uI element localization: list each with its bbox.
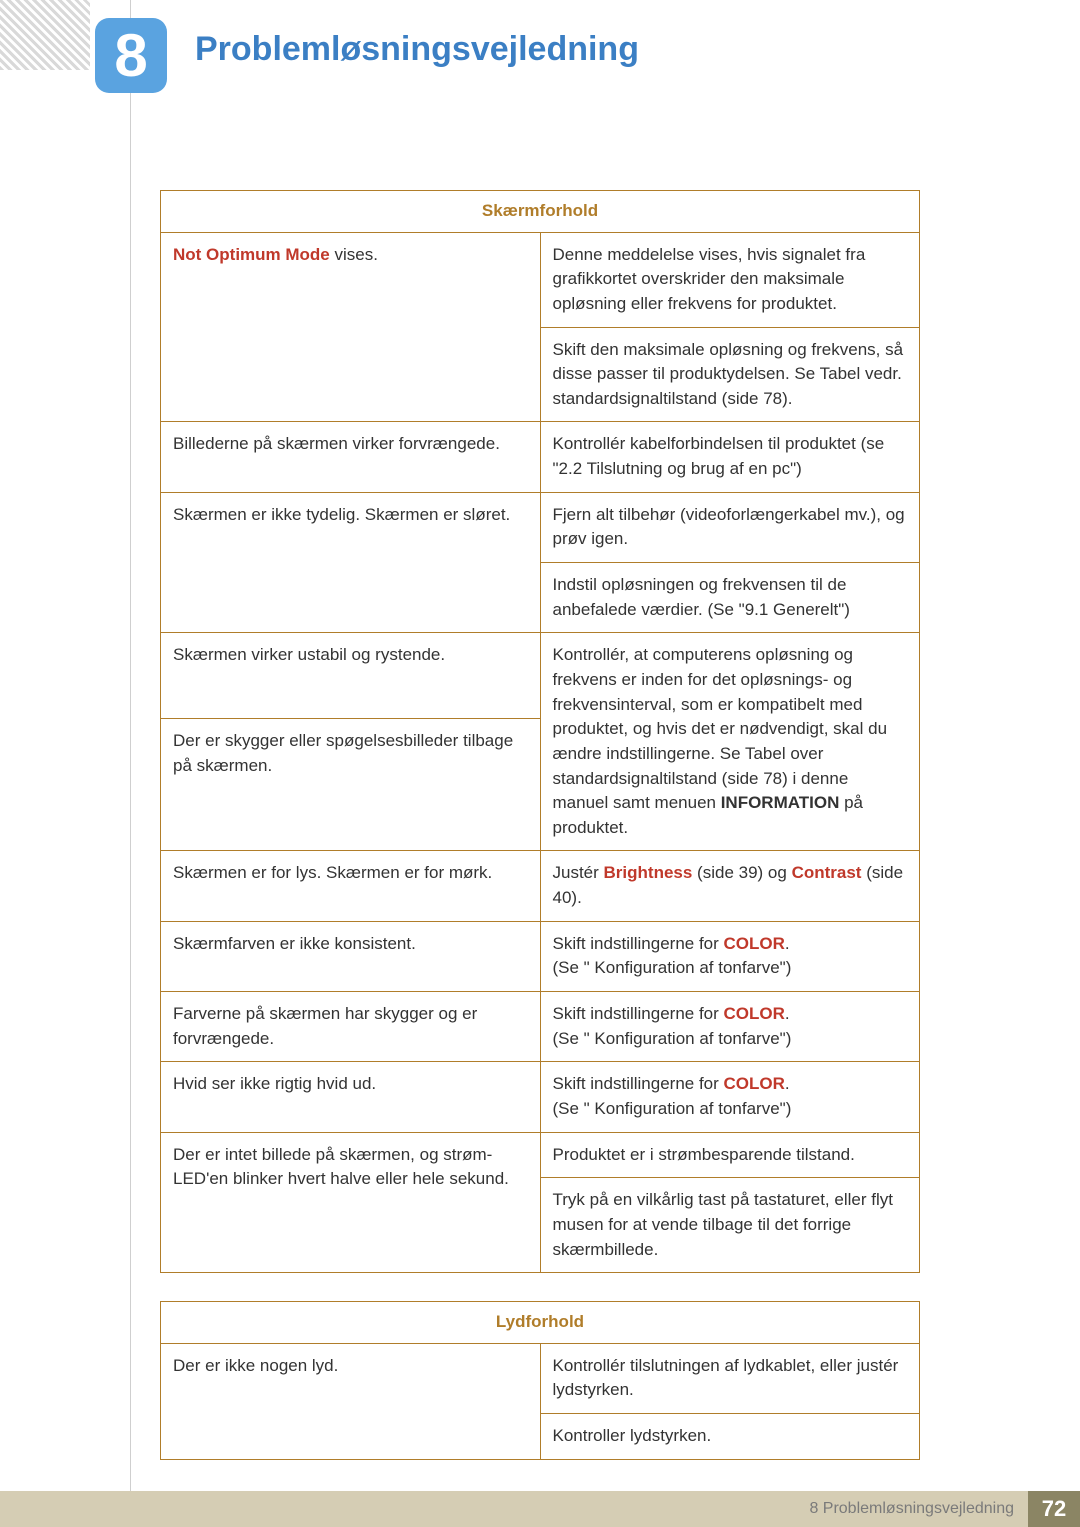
- table-cell-solution: Denne meddelelse vises, hvis signalet fr…: [540, 232, 920, 327]
- table-cell-problem: Skærmen er ikke tydelig. Skærmen er slør…: [161, 492, 541, 633]
- table-cell-solution: Kontrollér tilslutningen af lydkablet, e…: [540, 1343, 920, 1413]
- table-cell-solution: Produktet er i strømbesparende tilstand.: [540, 1132, 920, 1178]
- page-content: SkærmforholdNot Optimum Mode vises.Denne…: [160, 190, 920, 1488]
- table-cell-solution: Kontrollér kabelforbindelsen til produkt…: [540, 422, 920, 492]
- table-cell-solution: Justér Brightness (side 39) og Contrast …: [540, 851, 920, 921]
- table-cell-solution: Indstil opløsningen og frekvensen til de…: [540, 563, 920, 633]
- troubleshooting-table-screen: SkærmforholdNot Optimum Mode vises.Denne…: [160, 190, 920, 1273]
- table-cell-problem: Skærmfarven er ikke konsistent.: [161, 921, 541, 991]
- table-cell-problem: Farverne på skærmen har skygger og er fo…: [161, 992, 541, 1062]
- table-row: Farverne på skærmen har skygger og er fo…: [161, 992, 920, 1062]
- table-row: Skærmen virker ustabil og rystende.Kontr…: [161, 633, 920, 719]
- table-cell-problem: Skærmen virker ustabil og rystende.: [161, 633, 541, 719]
- table-cell-solution: Skift indstillingerne for COLOR.(Se " Ko…: [540, 921, 920, 991]
- footer-page-number: 72: [1028, 1491, 1080, 1527]
- chapter-title: Problemløsningsvejledning: [195, 30, 639, 69]
- table-row: Skærmen er for lys. Skærmen er for mørk.…: [161, 851, 920, 921]
- table-cell-solution: Kontroller lydstyrken.: [540, 1414, 920, 1460]
- table-row: Der er ikke nogen lyd.Kontrollér tilslut…: [161, 1343, 920, 1413]
- table-row: Der er intet billede på skærmen, og strø…: [161, 1132, 920, 1178]
- table-cell-problem: Hvid ser ikke rigtig hvid ud.: [161, 1062, 541, 1132]
- troubleshooting-table-sound: LydforholdDer er ikke nogen lyd.Kontroll…: [160, 1301, 920, 1460]
- table-row: Skærmen er ikke tydelig. Skærmen er slør…: [161, 492, 920, 562]
- left-rule: [130, 0, 131, 1491]
- table-cell-problem: Der er ikke nogen lyd.: [161, 1343, 541, 1459]
- page-footer: 8 Problemløsningsvejledning 72: [0, 1491, 1080, 1527]
- table-cell-solution: Skift indstillingerne for COLOR.(Se " Ko…: [540, 1062, 920, 1132]
- table-cell-problem: Der er skygger eller spøgelsesbilleder t…: [161, 719, 541, 851]
- chapter-number-badge: 8: [95, 18, 167, 93]
- table-header: Lydforhold: [161, 1302, 920, 1344]
- table-header: Skærmforhold: [161, 191, 920, 233]
- table-cell-solution: Fjern alt tilbehør (videoforlængerkabel …: [540, 492, 920, 562]
- table-cell-solution: Skift den maksimale opløsning og frekven…: [540, 327, 920, 422]
- table-row: Billederne på skærmen virker forvrængede…: [161, 422, 920, 492]
- table-cell-problem: Not Optimum Mode vises.: [161, 232, 541, 422]
- table-cell-solution: Kontrollér, at computerens opløsning og …: [540, 633, 920, 851]
- table-cell-solution: Tryk på en vilkårlig tast på tastaturet,…: [540, 1178, 920, 1273]
- table-row: Hvid ser ikke rigtig hvid ud.Skift indst…: [161, 1062, 920, 1132]
- header-stripes: [0, 0, 90, 70]
- table-cell-solution: Skift indstillingerne for COLOR.(Se " Ko…: [540, 992, 920, 1062]
- table-row: Skærmfarven er ikke konsistent.Skift ind…: [161, 921, 920, 991]
- table-row: Not Optimum Mode vises.Denne meddelelse …: [161, 232, 920, 327]
- table-cell-problem: Billederne på skærmen virker forvrængede…: [161, 422, 541, 492]
- table-cell-problem: Skærmen er for lys. Skærmen er for mørk.: [161, 851, 541, 921]
- footer-text: 8 Problemløsningsvejledning: [809, 1500, 1014, 1518]
- table-cell-problem: Der er intet billede på skærmen, og strø…: [161, 1132, 541, 1273]
